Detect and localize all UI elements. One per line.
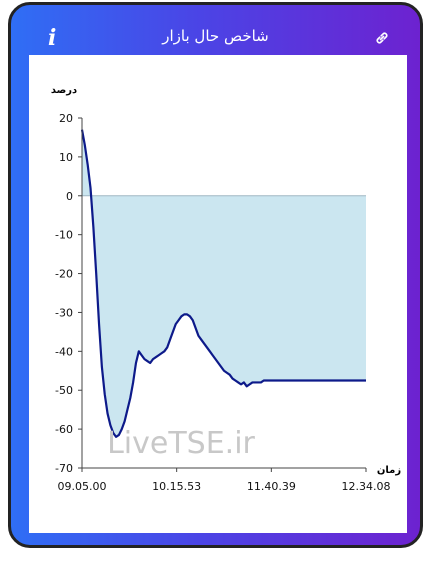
y-tick-label: 10: [59, 151, 73, 164]
market-index-chart: درصد زمان 20 10 0 -10 -20 -30 -40 -50 -60 -70 09.0…: [51, 85, 402, 493]
x-tick-label: 10.15.53: [152, 480, 201, 493]
y-axis-label: درصد: [51, 85, 77, 96]
y-tick-label: 20: [59, 112, 73, 125]
chart-area-layer: [80, 129, 366, 438]
page-title: شاخص حال بازار: [162, 27, 269, 45]
link-icon[interactable]: [373, 29, 391, 47]
info-icon[interactable]: i: [48, 25, 57, 51]
series-line: [80, 129, 366, 438]
app-window: i شاخص حال بازار درصد زمان 20 10 0 -10 -20 -3…: [8, 2, 423, 548]
y-tick-label: -50: [55, 384, 73, 397]
watermark: LiveTSE.ir: [107, 426, 255, 461]
chart-axis-layer: 20 10 0 -10 -20 -30 -40 -50 -60 -70 09.05.00 10.15.…: [55, 112, 390, 493]
x-tick-label: 12.34.08: [342, 480, 391, 493]
y-tick-label: -20: [55, 268, 73, 281]
x-axis-label: زمان: [377, 465, 401, 476]
x-tick-label: 09.05.00: [58, 480, 107, 493]
chart-panel: درصد زمان 20 10 0 -10 -20 -30 -40 -50 -60 -70 09.0…: [29, 55, 407, 533]
y-tick-label: -70: [55, 462, 73, 475]
y-tick-label: -10: [55, 229, 73, 242]
y-tick-label: -60: [55, 423, 73, 436]
series-area: [82, 129, 366, 437]
y-tick-label: -30: [55, 306, 73, 319]
y-tick-label: -40: [55, 345, 73, 358]
x-tick-label: 11.40.39: [247, 480, 296, 493]
y-tick-label: 0: [66, 190, 73, 203]
